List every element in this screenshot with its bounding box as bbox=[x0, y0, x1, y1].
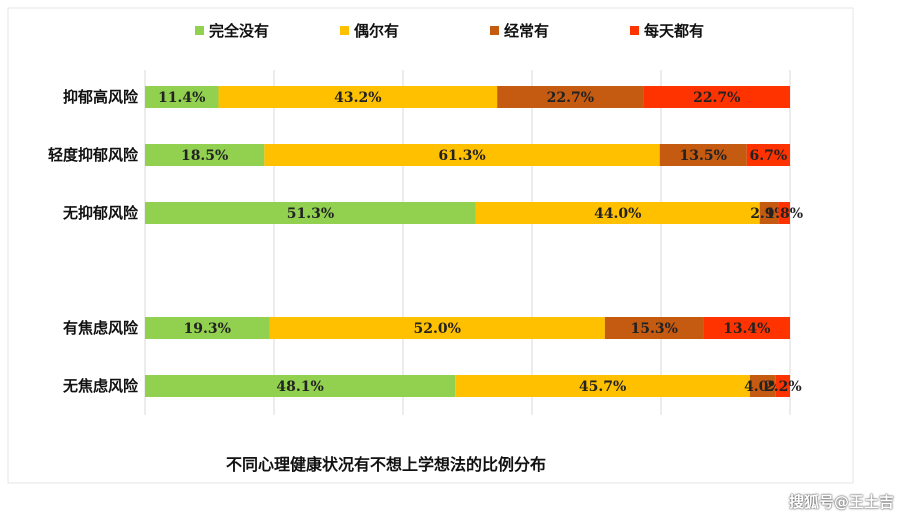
gridlines bbox=[144, 70, 791, 415]
bar-segment bbox=[145, 86, 219, 108]
legend-swatch bbox=[340, 26, 349, 35]
data-label: 43.2% bbox=[334, 90, 381, 106]
bar-segment bbox=[604, 317, 704, 339]
data-label: 13.4% bbox=[723, 321, 770, 337]
data-label: 1.8% bbox=[765, 206, 803, 222]
data-label: 22.7% bbox=[693, 90, 740, 106]
data-label: 52.0% bbox=[413, 321, 460, 337]
legend: 完全没有 偶尔有 经常有 每天都有 bbox=[195, 22, 704, 40]
bar-segment bbox=[703, 317, 790, 339]
data-label: 22.7% bbox=[547, 90, 594, 106]
bar-area: 11.4% 43.2% 22.7% 22.7% 18.5% 61.3% 13.5% 6.7% 5… bbox=[145, 86, 803, 397]
bar-segment bbox=[145, 375, 456, 397]
legend-item: 每天都有 bbox=[630, 22, 704, 40]
legend-item: 经常有 bbox=[490, 22, 549, 40]
legend-label: 完全没有 bbox=[209, 22, 269, 40]
category-label: 抑郁高风险 bbox=[63, 88, 139, 106]
data-label: 13.5% bbox=[680, 148, 727, 164]
bar-segment bbox=[775, 375, 790, 397]
legend-label: 偶尔有 bbox=[354, 22, 399, 40]
legend-label: 经常有 bbox=[504, 22, 549, 40]
data-label: 45.7% bbox=[579, 379, 626, 395]
chart-frame bbox=[7, 7, 854, 484]
data-label: 44.0% bbox=[594, 206, 641, 222]
category-label: 无焦虑风险 bbox=[62, 377, 139, 395]
watermark: 搜狐号@王土吉 bbox=[788, 493, 894, 511]
legend-swatch bbox=[195, 26, 204, 35]
legend-swatch bbox=[490, 26, 499, 35]
data-label: 51.3% bbox=[287, 206, 334, 222]
legend-item: 偶尔有 bbox=[340, 22, 399, 40]
chart-title: 不同心理健康状况有不想上学想法的比例分布 bbox=[226, 455, 546, 474]
legend-item: 完全没有 bbox=[195, 22, 269, 40]
legend-swatch bbox=[630, 26, 639, 35]
bar-segment bbox=[497, 86, 644, 108]
category-label: 轻度抑郁风险 bbox=[48, 146, 139, 164]
data-label: 15.3% bbox=[631, 321, 678, 337]
bar-segment bbox=[759, 202, 779, 224]
data-label: 19.3% bbox=[184, 321, 231, 337]
bar-segment bbox=[218, 86, 498, 108]
data-label: 18.5% bbox=[181, 148, 228, 164]
bar-segment bbox=[264, 144, 660, 166]
bar-segment bbox=[145, 317, 270, 339]
bar-segment bbox=[750, 375, 776, 397]
bar-segment bbox=[269, 317, 605, 339]
bar-segment bbox=[455, 375, 751, 397]
bar-segment bbox=[643, 86, 790, 108]
data-label: 6.7% bbox=[750, 148, 788, 164]
bar-segment bbox=[145, 202, 476, 224]
bar-segment bbox=[746, 144, 790, 166]
bar-segment bbox=[475, 202, 760, 224]
data-label: 2.2% bbox=[764, 379, 802, 395]
data-label: 61.3% bbox=[438, 148, 485, 164]
category-label: 有焦虑风险 bbox=[63, 319, 139, 337]
bar-segment bbox=[659, 144, 747, 166]
bar-segment bbox=[145, 144, 265, 166]
bar-segment bbox=[778, 202, 790, 224]
data-label: 48.1% bbox=[276, 379, 323, 395]
legend-label: 每天都有 bbox=[644, 22, 704, 40]
data-label: 4.0% bbox=[744, 379, 782, 395]
data-label: 11.4% bbox=[158, 90, 205, 106]
category-label: 无抑郁风险 bbox=[62, 204, 139, 222]
